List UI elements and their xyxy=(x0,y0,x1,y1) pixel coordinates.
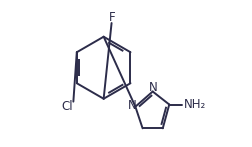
Text: F: F xyxy=(109,11,116,24)
Text: N: N xyxy=(128,100,136,112)
Text: Cl: Cl xyxy=(61,100,73,113)
Text: N: N xyxy=(149,81,158,94)
Text: NH₂: NH₂ xyxy=(184,98,206,111)
